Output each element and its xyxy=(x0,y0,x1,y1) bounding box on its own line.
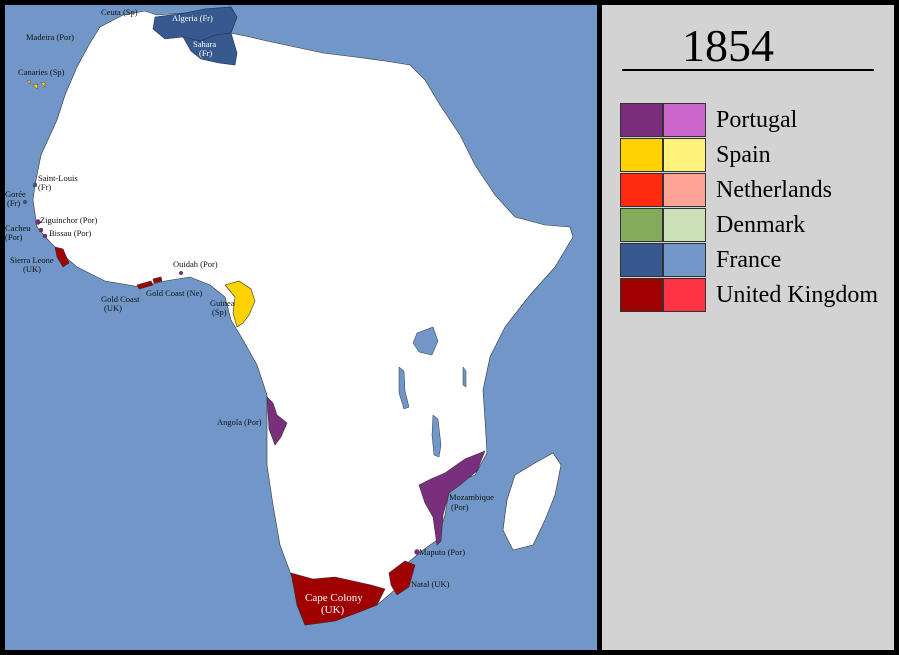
lake-turkana xyxy=(462,366,467,388)
legend-label: United Kingdom xyxy=(716,282,878,308)
gold-coast-uk-territory xyxy=(136,280,154,290)
maputo-marker xyxy=(414,549,420,555)
ziguinchor-marker xyxy=(35,219,41,225)
label-cape-colony: Cape Colony xyxy=(305,592,363,604)
label-mozambique: Mozambique xyxy=(449,492,494,502)
label-natal: Natal (UK) xyxy=(411,579,450,589)
label-bissau: Bissau (Por) xyxy=(49,228,92,238)
canaries-island xyxy=(26,79,31,85)
label-mozambique-owner: (Por) xyxy=(451,502,469,512)
madagascar xyxy=(502,452,562,551)
legend-swatch-light xyxy=(663,103,706,137)
label-ziguinchor: Ziguinchor (Por) xyxy=(40,215,98,225)
label-sierra-leone: Sierra Leone xyxy=(10,255,54,265)
ouidah-marker xyxy=(178,271,183,276)
label-canaries: Canaries (Sp) xyxy=(18,67,65,77)
canaries-island xyxy=(32,83,39,90)
label-saint-louis-owner: (Fr) xyxy=(38,182,52,192)
mozambique-territory xyxy=(418,450,486,546)
cape-colony-territory xyxy=(290,572,386,626)
legend-swatch-dark xyxy=(620,208,663,242)
label-cape-colony-owner: (UK) xyxy=(321,604,345,616)
legend-swatch-light xyxy=(663,138,706,172)
label-cacheu-owner: (Por) xyxy=(5,232,23,242)
label-algeria: Algeria (Fr) xyxy=(172,13,213,23)
label-ouidah: Ouidah (Por) xyxy=(173,259,218,269)
canaries-island xyxy=(40,81,46,88)
gold-coast-ne-territory xyxy=(152,276,163,284)
natal-territory xyxy=(388,560,416,596)
label-saint-louis: Saint-Louis xyxy=(38,173,78,183)
label-sahara-owner: (Fr) xyxy=(199,48,213,58)
legend-panel: 1854 Portugal Spain Netherlands Denmark … xyxy=(602,5,894,650)
legend-label: Denmark xyxy=(716,212,806,238)
lake-victoria xyxy=(412,326,439,356)
label-angola: Angola (Por) xyxy=(217,417,262,427)
label-goree: Gorée xyxy=(5,189,26,199)
bissau-marker xyxy=(42,233,48,239)
title-divider xyxy=(622,69,874,71)
label-sierra-leone-owner: (UK) xyxy=(23,264,41,274)
label-gold-coast-uk: Gold Coast xyxy=(101,294,140,304)
sierra-leone-territory xyxy=(54,246,70,268)
label-guinea: Guinea xyxy=(210,298,235,308)
legend-label: France xyxy=(716,247,782,273)
sahara-territory xyxy=(182,32,238,66)
year-title: 1854 xyxy=(682,20,774,71)
legend-swatch-light xyxy=(663,173,706,207)
saint-louis-marker xyxy=(32,182,38,188)
angola-territory xyxy=(266,396,288,446)
label-ceuta: Ceuta (Sp) xyxy=(101,7,138,17)
label-sahara: Sahara xyxy=(193,39,217,49)
legend-swatch-dark xyxy=(620,173,663,207)
lake-malawi xyxy=(431,414,442,458)
lake-tanganyika xyxy=(398,366,410,410)
legend-swatch-light xyxy=(663,243,706,277)
legend-swatch-dark xyxy=(620,278,663,312)
guinea-territory xyxy=(224,280,256,328)
legend-label: Spain xyxy=(716,142,771,168)
legend-label: Netherlands xyxy=(716,177,832,203)
legend-swatch-light xyxy=(663,208,706,242)
label-gold-coast-uk-owner: (UK) xyxy=(104,303,122,313)
legend-label: Portugal xyxy=(716,107,798,133)
cacheu-marker xyxy=(38,227,44,233)
africa-map xyxy=(23,6,574,626)
legend-swatch-light xyxy=(663,278,706,312)
label-maputo: Maputo (Por) xyxy=(419,547,466,557)
legend-swatch-dark xyxy=(620,138,663,172)
label-guinea-owner: (Sp) xyxy=(212,307,227,317)
goree-marker xyxy=(23,199,28,204)
label-cacheu: Cacheu xyxy=(5,223,31,233)
label-madeira: Madeira (Por) xyxy=(26,32,74,42)
map-panel: Ceuta (Sp) Algeria (Fr) Sahara (Fr) Made… xyxy=(5,5,597,650)
label-goree-owner: (Fr) xyxy=(7,198,21,208)
africa-landmass xyxy=(32,6,574,626)
legend-swatch-dark xyxy=(620,243,663,277)
legend-swatch-dark xyxy=(620,103,663,137)
label-gold-coast-ne: Gold Coast (Ne) xyxy=(146,288,203,298)
